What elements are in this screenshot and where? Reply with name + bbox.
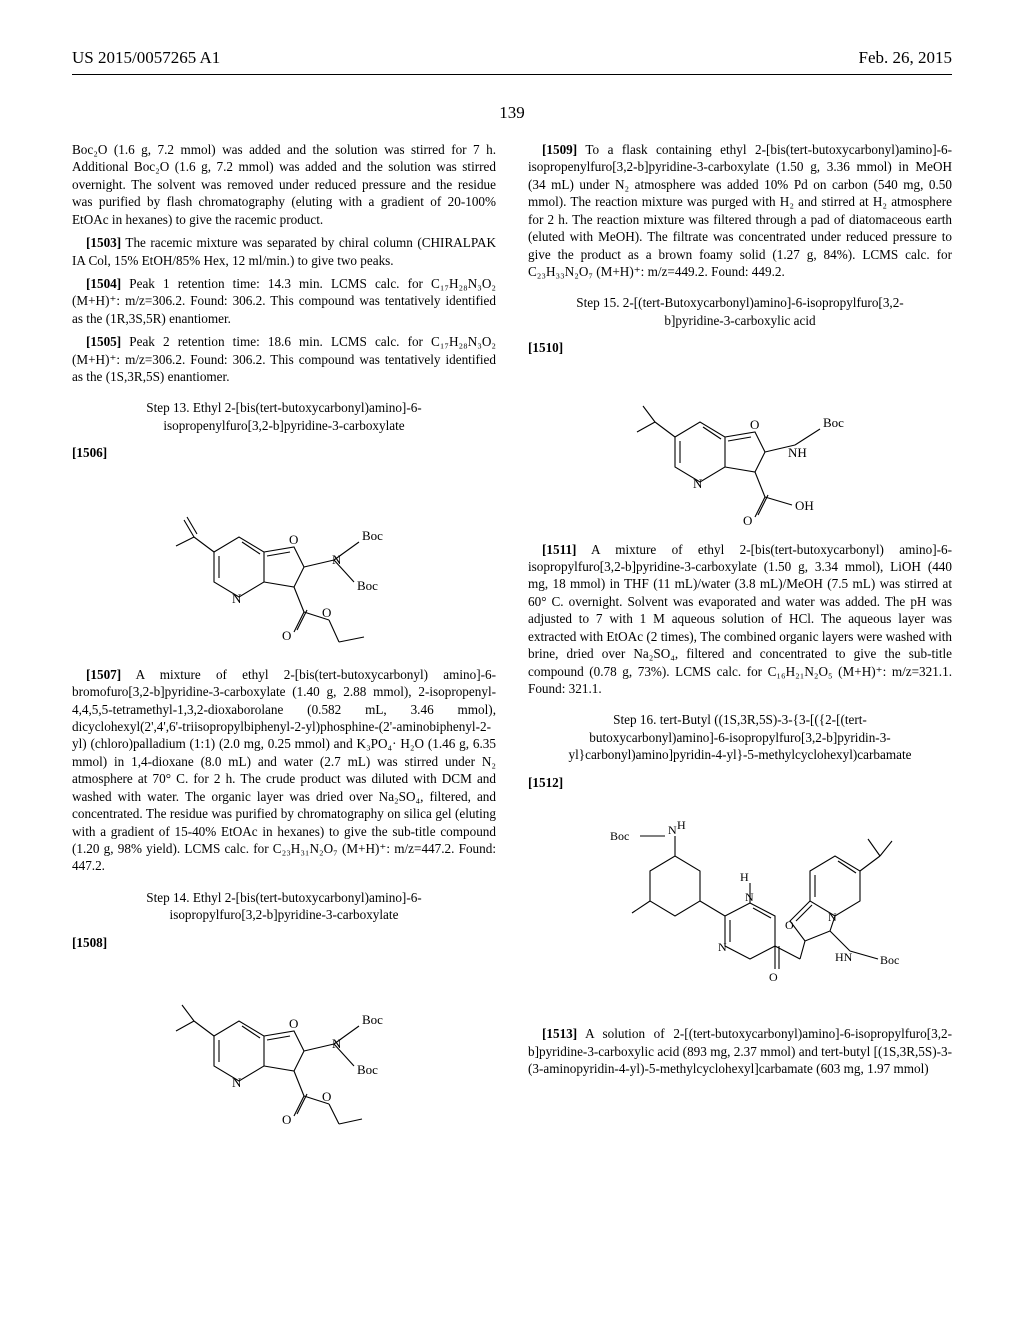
atom-label-boc: Boc <box>362 1012 383 1027</box>
step-15-title: Step 15. 2-[(tert-Butoxycarbonyl)amino]-… <box>556 294 924 329</box>
atom-label-n: N <box>693 476 703 491</box>
paragraph-1510: [1510] <box>528 339 952 356</box>
paragraph-1511: [1511] A mixture of ethyl 2-[bis(tert-bu… <box>528 541 952 698</box>
atom-label-boc: Boc <box>610 829 629 843</box>
atom-label-n: N <box>332 552 342 567</box>
two-column-body: Boc₂O (1.6 g, 7.2 mmol) was added and th… <box>72 141 952 1145</box>
paragraph-1503: [1503] The racemic mixture was separated… <box>72 234 496 269</box>
para-text: The racemic mixture was separated by chi… <box>72 235 496 267</box>
para-number: [1507] <box>86 667 121 682</box>
para-number: [1504] <box>86 276 121 291</box>
step-16-title: Step 16. tert-Butyl ((1S,3R,5S)-3-{3-[({… <box>556 711 924 763</box>
para-number: [1503] <box>86 235 121 250</box>
para-number: [1506] <box>72 445 107 460</box>
para-number: [1509] <box>542 142 577 157</box>
atom-label-n: N <box>232 591 242 606</box>
atom-label-boc: Boc <box>362 528 383 543</box>
para-number: [1508] <box>72 935 107 950</box>
para-number: [1512] <box>528 775 563 790</box>
paragraph-1508: [1508] <box>72 934 496 951</box>
para-number: [1511] <box>542 542 576 557</box>
atom-label-n: N <box>668 823 677 837</box>
paragraph-1504: [1504] Peak 1 retention time: 14.3 min. … <box>72 275 496 327</box>
atom-label-o: O <box>282 1112 291 1127</box>
step-14-title: Step 14. Ethyl 2-[bis(tert-butoxycarbony… <box>100 889 468 924</box>
chemical-structure-step15: N O NH Boc O OH <box>528 367 952 527</box>
paragraph-1513: [1513] A solution of 2-[(tert-butoxycarb… <box>528 1025 952 1077</box>
para-number: [1510] <box>528 340 563 355</box>
atom-label-hn: HN <box>835 950 853 964</box>
intro-paragraph: Boc₂O (1.6 g, 7.2 mmol) was added and th… <box>72 141 496 228</box>
chemical-structure-step13: N O N Boc Boc O O <box>72 472 496 652</box>
publication-date: Feb. 26, 2015 <box>859 48 953 68</box>
page-number: 139 <box>72 103 952 123</box>
atom-label-o: O <box>289 1016 298 1031</box>
atom-label-boc: Boc <box>880 953 899 967</box>
atom-label-n: N <box>718 940 727 954</box>
atom-label-n: N <box>828 910 837 924</box>
para-text: A mixture of ethyl 2-[bis(tert-butoxycar… <box>72 667 496 874</box>
atom-label-nh: NH <box>788 445 807 460</box>
atom-label-o: O <box>750 417 759 432</box>
atom-label-boc: Boc <box>357 1062 378 1077</box>
chemical-structure-step14: N O N Boc Boc O O <box>72 961 496 1131</box>
atom-label-n: N <box>745 890 754 904</box>
para-text: To a flask containing ethyl 2-[bis(tert-… <box>528 142 952 279</box>
paragraph-1509: [1509] To a flask containing ethyl 2-[bi… <box>528 141 952 280</box>
atom-label-o: O <box>785 918 794 932</box>
page-header: US 2015/0057265 A1 Feb. 26, 2015 <box>72 48 952 68</box>
atom-label-h: H <box>677 818 686 832</box>
para-number: [1513] <box>542 1026 577 1041</box>
para-text: Peak 2 retention time: 18.6 min. LCMS ca… <box>72 334 496 384</box>
atom-label-o: O <box>743 513 752 527</box>
atom-label-o: O <box>769 970 778 984</box>
right-column: [1509] To a flask containing ethyl 2-[bi… <box>528 141 952 1145</box>
paragraph-1505: [1505] Peak 2 retention time: 18.6 min. … <box>72 333 496 385</box>
para-text: Peak 1 retention time: 14.3 min. LCMS ca… <box>72 276 496 326</box>
atom-label-o: O <box>322 1089 331 1104</box>
paragraph-1506: [1506] <box>72 444 496 461</box>
atom-label-n: N <box>232 1075 242 1090</box>
atom-label-oh: OH <box>795 498 814 513</box>
atom-label-boc: Boc <box>357 578 378 593</box>
step-13-title: Step 13. Ethyl 2-[bis(tert-butoxycarbony… <box>100 399 468 434</box>
atom-label-o: O <box>289 532 298 547</box>
atom-label-boc: Boc <box>823 415 844 430</box>
chemical-structure-step16: Boc N H H N N O N O HN Boc <box>528 801 952 1011</box>
paragraph-1507: [1507] A mixture of ethyl 2-[bis(tert-bu… <box>72 666 496 875</box>
publication-number: US 2015/0057265 A1 <box>72 48 220 68</box>
para-text: A solution of 2-[(tert-butoxycarbonyl)am… <box>528 1026 952 1076</box>
left-column: Boc₂O (1.6 g, 7.2 mmol) was added and th… <box>72 141 496 1145</box>
atom-label-n: N <box>332 1036 342 1051</box>
paragraph-1512: [1512] <box>528 774 952 791</box>
patent-page: US 2015/0057265 A1 Feb. 26, 2015 139 Boc… <box>0 0 1024 1320</box>
atom-label-o: O <box>322 605 331 620</box>
atom-label-h: H <box>740 870 749 884</box>
para-number: [1505] <box>86 334 121 349</box>
para-text: A mixture of ethyl 2-[bis(tert-butoxycar… <box>528 542 952 696</box>
header-rule <box>72 74 952 75</box>
atom-label-o: O <box>282 628 291 643</box>
